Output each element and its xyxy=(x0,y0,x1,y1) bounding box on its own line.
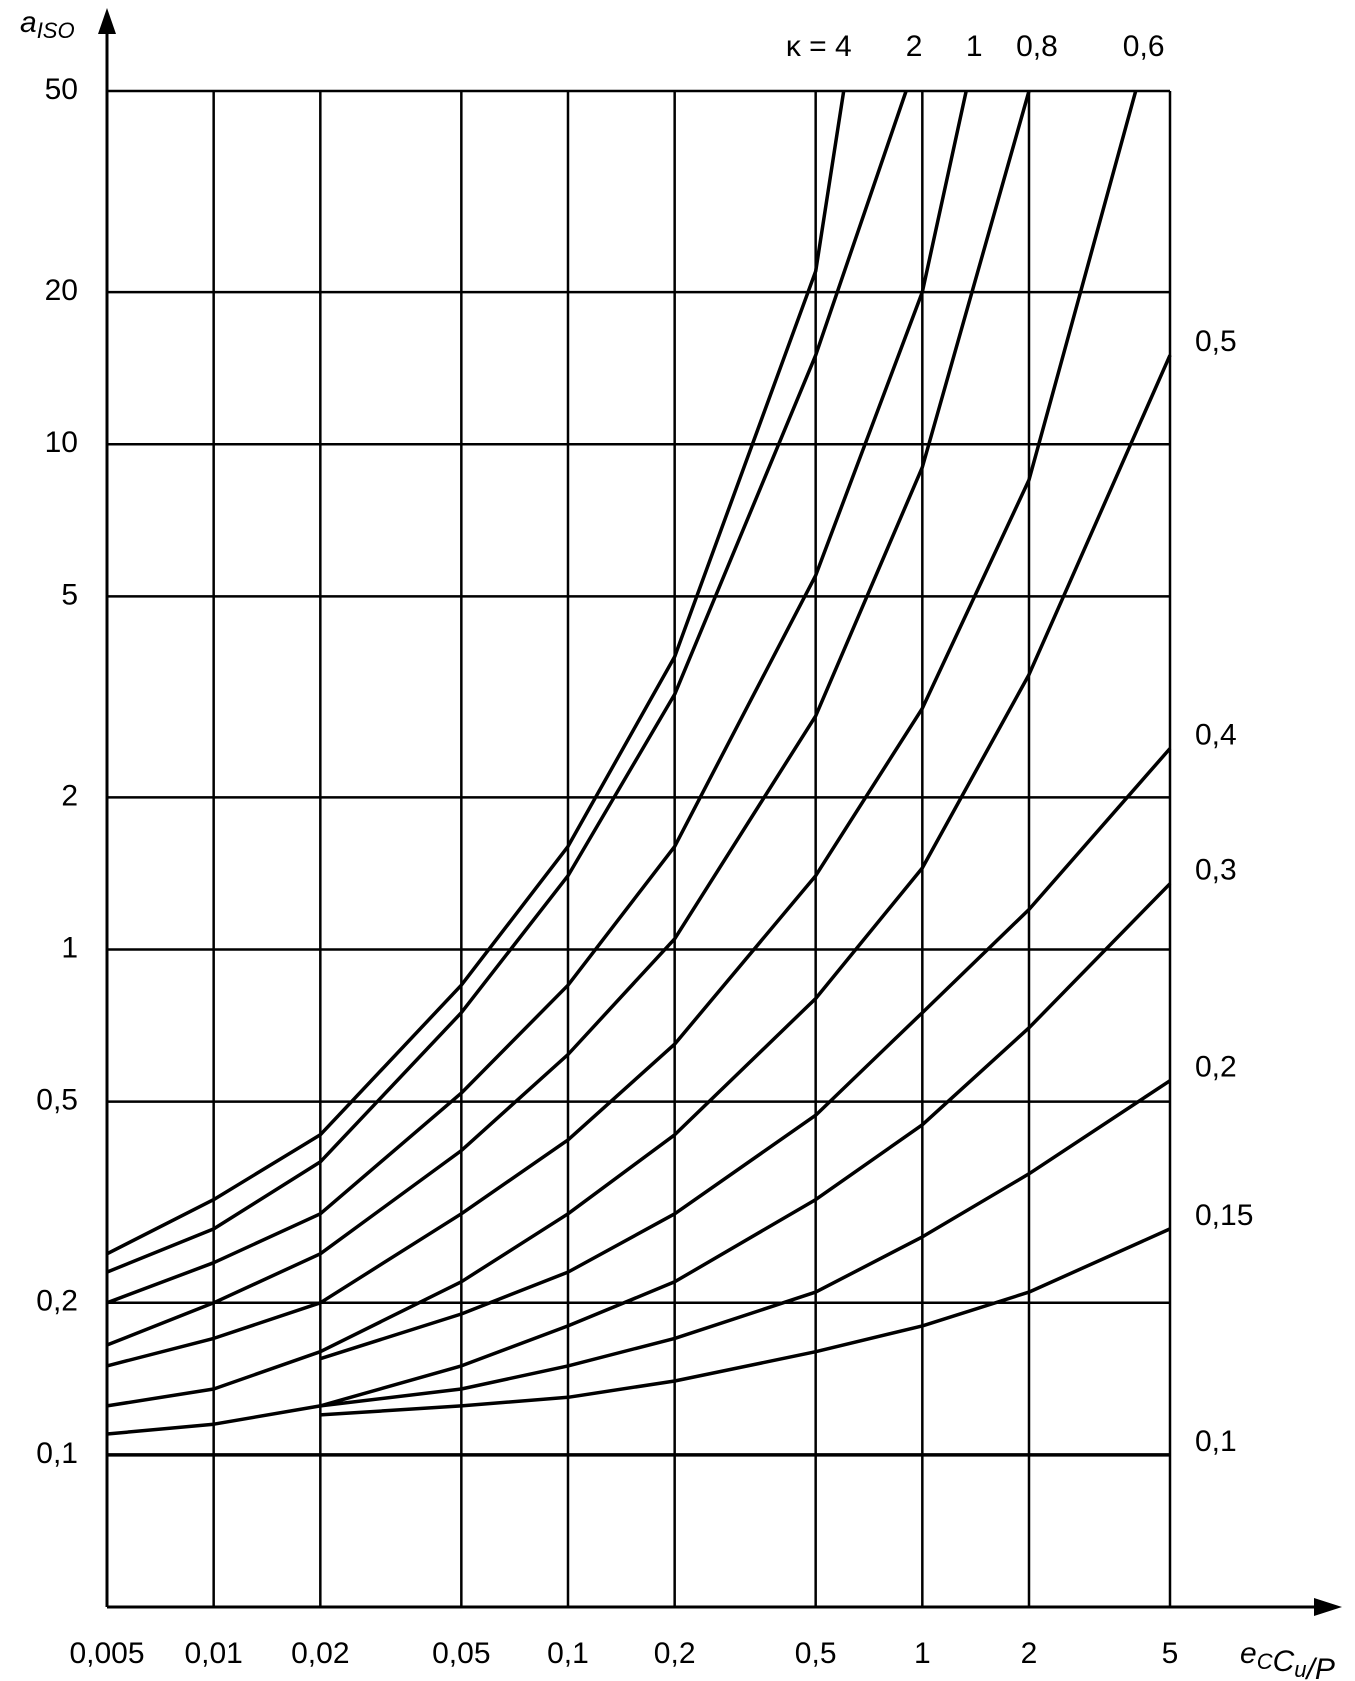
y-axis-symbol: a xyxy=(20,6,37,39)
x-tick-label: 0,005 xyxy=(69,1637,144,1670)
x-tick-label: 0,5 xyxy=(795,1637,837,1670)
y-axis-arrow xyxy=(98,8,116,34)
curve xyxy=(319,747,1172,1361)
curve xyxy=(320,1079,1171,1408)
curve xyxy=(320,1227,1171,1417)
curve-label: 0,5 xyxy=(1195,325,1237,358)
y-tick-label: 2 xyxy=(61,779,78,812)
x-axis-title-part: C xyxy=(1273,1645,1295,1678)
x-axis-title-part: e xyxy=(1240,1637,1257,1670)
x-axis-title-part: /P xyxy=(1305,1653,1335,1681)
x-tick-label: 0,2 xyxy=(654,1637,696,1670)
x-tick-label: 0,1 xyxy=(547,1637,589,1670)
curve-label: 0,4 xyxy=(1195,718,1237,751)
curve xyxy=(106,90,846,1256)
curve xyxy=(106,90,1031,1347)
x-axis-title-subscript: u xyxy=(1294,1657,1306,1681)
curve xyxy=(106,882,1172,1436)
curve-label: 0,6 xyxy=(1123,30,1165,63)
y-axis-subscript: ISO xyxy=(37,18,75,43)
y-tick-label: 20 xyxy=(45,274,78,307)
y-tick-label: 0,5 xyxy=(36,1084,78,1117)
y-tick-label: 10 xyxy=(45,426,78,459)
curve xyxy=(106,90,908,1274)
x-axis-title: eCCu/P xyxy=(1240,1637,1335,1681)
curve-label: 0,8 xyxy=(1016,30,1058,63)
curve-label: 0,1 xyxy=(1195,1425,1237,1458)
curve xyxy=(106,354,1172,1408)
curve-label: 0,3 xyxy=(1195,854,1237,887)
x-tick-label: 0,01 xyxy=(184,1637,242,1670)
curve-label: 0,2 xyxy=(1195,1051,1237,1084)
y-tick-label: 0,2 xyxy=(36,1285,78,1318)
x-tick-label: 5 xyxy=(1162,1637,1179,1670)
x-tick-label: 0,05 xyxy=(432,1637,490,1670)
y-tick-label: 5 xyxy=(61,578,78,611)
y-tick-label: 50 xyxy=(45,73,78,106)
x-tick-label: 0,02 xyxy=(291,1637,349,1670)
curve-label: 1 xyxy=(966,30,983,63)
y-axis-title: aISO xyxy=(20,6,75,43)
curve-label: 0,15 xyxy=(1195,1199,1253,1232)
x-tick-label: 1 xyxy=(914,1637,931,1670)
curve xyxy=(106,90,1138,1368)
curve xyxy=(106,90,968,1305)
x-tick-label: 2 xyxy=(1021,1637,1038,1670)
curve-label: κ = 4 xyxy=(786,30,852,63)
x-axis-title-subscript: C xyxy=(1257,1649,1273,1674)
curve-label: 2 xyxy=(906,30,923,63)
y-tick-label: 0,1 xyxy=(36,1437,78,1470)
x-axis-arrow xyxy=(1314,1598,1342,1616)
y-tick-label: 1 xyxy=(61,931,78,964)
